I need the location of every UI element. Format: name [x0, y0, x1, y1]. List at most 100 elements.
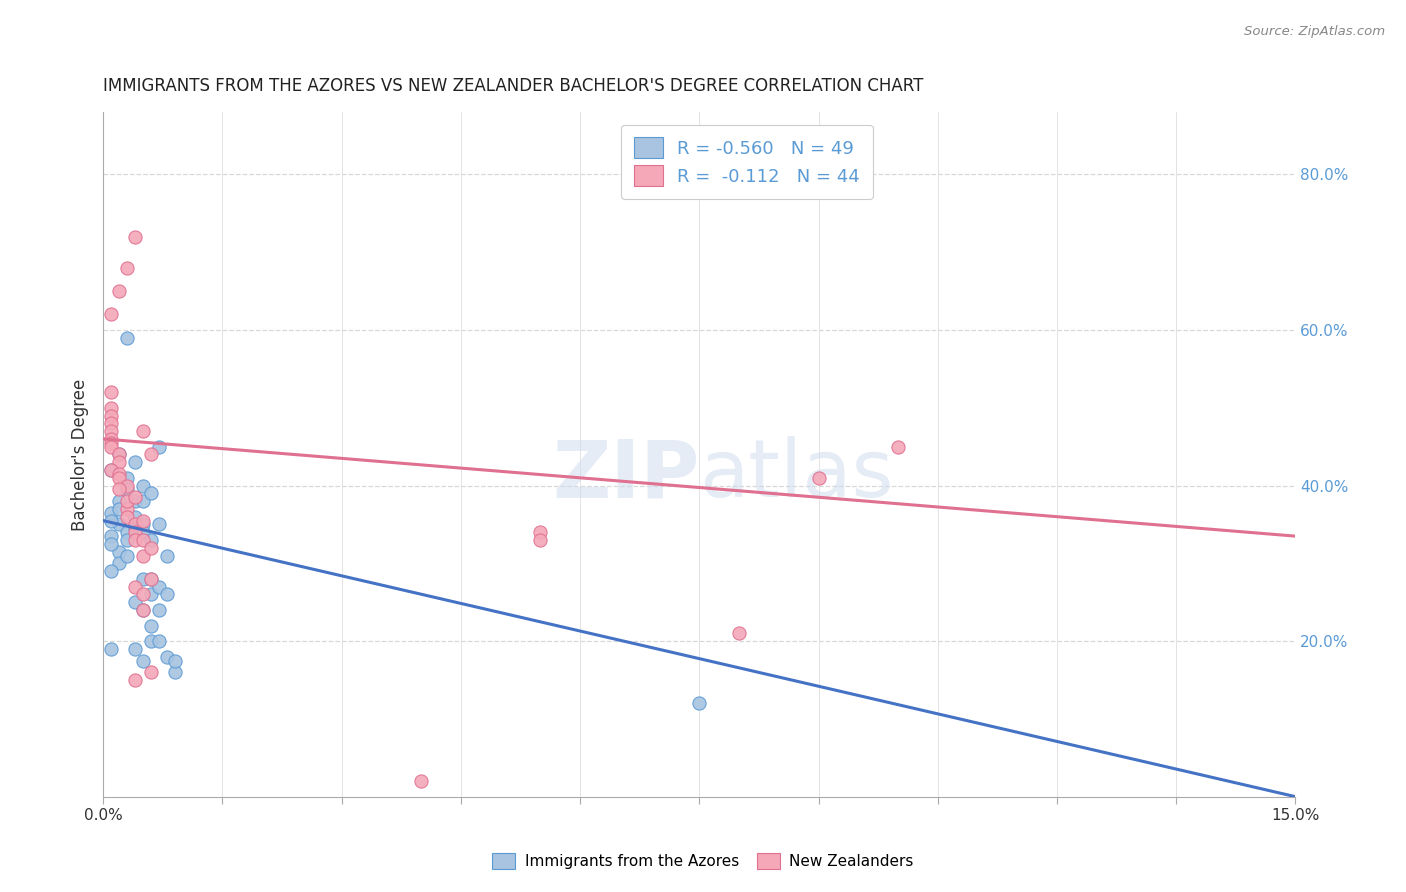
Point	[688, 697, 710, 711]
Point	[529, 525, 551, 540]
Point	[163, 665, 186, 680]
Point	[108, 284, 131, 298]
Point	[108, 557, 131, 571]
Point	[115, 533, 138, 547]
Point	[100, 417, 122, 431]
Point	[115, 494, 138, 508]
Point	[100, 537, 122, 551]
Point	[100, 463, 122, 477]
Point	[100, 506, 122, 520]
Point	[132, 525, 155, 540]
Point	[124, 517, 146, 532]
Point	[124, 525, 146, 540]
Point	[100, 641, 122, 656]
Point	[100, 514, 122, 528]
Point	[139, 572, 162, 586]
Point	[139, 634, 162, 648]
Point	[115, 260, 138, 275]
Point	[108, 494, 131, 508]
Point	[108, 544, 131, 558]
Point	[132, 533, 155, 547]
Point	[124, 595, 146, 609]
Point	[100, 463, 122, 477]
Point	[100, 529, 122, 543]
Point	[132, 478, 155, 492]
Point	[115, 471, 138, 485]
Y-axis label: Bachelor's Degree: Bachelor's Degree	[72, 378, 89, 531]
Legend: Immigrants from the Azores, New Zealanders: Immigrants from the Azores, New Zealande…	[486, 847, 920, 875]
Text: IMMIGRANTS FROM THE AZORES VS NEW ZEALANDER BACHELOR'S DEGREE CORRELATION CHART: IMMIGRANTS FROM THE AZORES VS NEW ZEALAN…	[103, 78, 924, 95]
Point	[139, 572, 162, 586]
Point	[100, 409, 122, 423]
Point	[156, 649, 179, 664]
Point	[124, 673, 146, 687]
Point	[100, 308, 122, 322]
Point	[132, 603, 155, 617]
Point	[108, 471, 131, 485]
Point	[115, 478, 138, 492]
Point	[115, 549, 138, 563]
Point	[124, 229, 146, 244]
Point	[124, 533, 146, 547]
Point	[132, 424, 155, 438]
Point	[163, 654, 186, 668]
Point	[115, 483, 138, 497]
Point	[124, 521, 146, 535]
Point	[124, 580, 146, 594]
Point	[409, 774, 432, 789]
Point	[100, 424, 122, 438]
Point	[124, 490, 146, 504]
Point	[100, 385, 122, 400]
Point	[132, 587, 155, 601]
Point	[139, 486, 162, 500]
Point	[115, 525, 138, 540]
Point	[887, 440, 910, 454]
Point	[148, 603, 170, 617]
Text: atlas: atlas	[699, 436, 894, 514]
Point	[100, 432, 122, 446]
Point	[124, 455, 146, 469]
Point	[807, 471, 830, 485]
Point	[148, 634, 170, 648]
Point	[108, 447, 131, 461]
Point	[132, 603, 155, 617]
Point	[100, 435, 122, 450]
Point	[156, 587, 179, 601]
Point	[139, 533, 162, 547]
Point	[139, 665, 162, 680]
Point	[115, 331, 138, 345]
Point	[148, 440, 170, 454]
Point	[148, 580, 170, 594]
Point	[139, 541, 162, 555]
Point	[132, 549, 155, 563]
Point	[100, 440, 122, 454]
Point	[124, 509, 146, 524]
Point	[115, 509, 138, 524]
Point	[108, 447, 131, 461]
Point	[108, 502, 131, 516]
Point	[108, 517, 131, 532]
Point	[100, 401, 122, 415]
Point	[148, 517, 170, 532]
Point	[132, 494, 155, 508]
Legend: R = -0.560   N = 49, R =  -0.112   N = 44: R = -0.560 N = 49, R = -0.112 N = 44	[621, 125, 873, 199]
Point	[132, 654, 155, 668]
Point	[124, 641, 146, 656]
Point	[108, 455, 131, 469]
Point	[132, 514, 155, 528]
Point	[139, 447, 162, 461]
Point	[529, 533, 551, 547]
Point	[139, 618, 162, 632]
Point	[728, 626, 751, 640]
Point	[132, 517, 155, 532]
Text: Source: ZipAtlas.com: Source: ZipAtlas.com	[1244, 25, 1385, 38]
Point	[139, 587, 162, 601]
Point	[100, 564, 122, 578]
Point	[108, 483, 131, 497]
Point	[115, 502, 138, 516]
Text: ZIP: ZIP	[553, 436, 699, 514]
Point	[124, 494, 146, 508]
Point	[108, 467, 131, 481]
Point	[132, 572, 155, 586]
Point	[156, 549, 179, 563]
